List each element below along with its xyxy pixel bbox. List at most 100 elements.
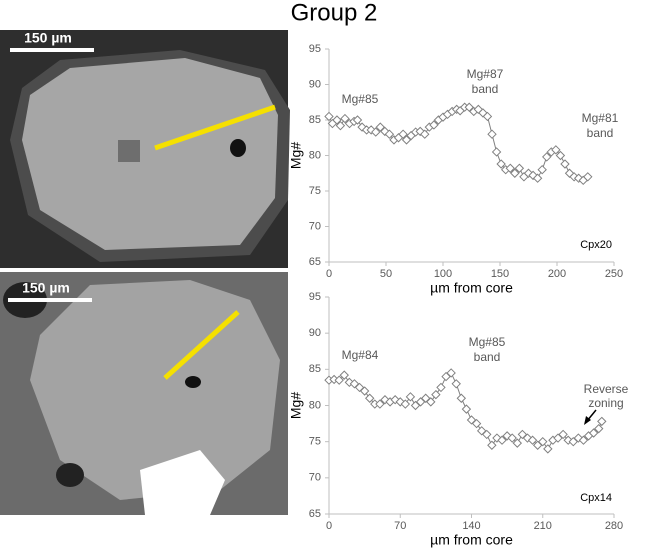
x-tick-label: 50 <box>380 268 392 280</box>
data-point <box>365 393 375 403</box>
data-point <box>446 368 456 378</box>
data-point <box>537 164 547 175</box>
data-point <box>431 389 441 400</box>
data-point <box>429 120 439 130</box>
data-point <box>594 423 604 434</box>
y-tick-label: 65 <box>309 508 321 520</box>
sem-image-2: 150 µm <box>0 272 288 515</box>
data-point <box>357 122 367 132</box>
data-point <box>482 429 492 440</box>
bright-grain <box>140 450 225 515</box>
data-point <box>340 113 350 124</box>
y-tick-label: 75 <box>309 436 321 448</box>
data-point <box>436 382 446 393</box>
data-point <box>512 438 523 448</box>
data-point <box>543 444 553 454</box>
data-point <box>496 159 506 169</box>
y-axis-title: Mg# <box>288 142 304 169</box>
annotation: band <box>587 126 614 140</box>
annotation: Mg#87 <box>467 67 504 81</box>
y-tick-label: 80 <box>309 149 321 161</box>
data-point <box>482 111 493 122</box>
inclusion <box>118 140 140 162</box>
data-point <box>401 135 412 145</box>
data-point <box>461 404 472 414</box>
data-point <box>555 150 566 161</box>
y-tick-label: 70 <box>309 220 321 232</box>
data-point <box>510 168 520 178</box>
crystal <box>30 280 280 500</box>
data-point <box>542 152 552 162</box>
data-point <box>471 418 482 429</box>
data-point <box>491 147 502 157</box>
data-point <box>324 111 334 122</box>
y-tick-label: 80 <box>309 399 321 411</box>
data-point <box>514 163 525 173</box>
data-point <box>505 163 515 173</box>
y-tick-label: 90 <box>309 327 321 339</box>
x-axis-title: µm from core <box>430 532 513 548</box>
data-line <box>328 106 589 181</box>
hole <box>185 376 201 388</box>
data-point <box>583 172 593 182</box>
sem-image-1: 150 µm <box>0 30 290 268</box>
data-point <box>560 159 570 169</box>
traverse <box>154 104 276 151</box>
data-point <box>558 429 568 440</box>
scale-bar <box>10 48 94 52</box>
data-point <box>352 115 363 125</box>
x-axis-title: µm from core <box>430 280 513 296</box>
y-tick-label: 95 <box>309 291 321 303</box>
data-point <box>334 375 344 385</box>
data-point <box>588 428 599 438</box>
data-point <box>332 115 342 125</box>
data-point <box>551 145 561 155</box>
data-point <box>451 379 461 389</box>
annotation: zoning <box>588 396 623 410</box>
y-tick-label: 90 <box>309 78 321 90</box>
x-tick-label: 200 <box>548 268 566 280</box>
x-tick-label: 0 <box>326 268 332 280</box>
data-point <box>384 129 395 139</box>
annotation: Mg#81 <box>582 111 619 125</box>
arrow-head <box>584 416 591 425</box>
chart-label: Cpx20 <box>580 239 612 251</box>
data-point <box>420 129 430 139</box>
y-tick-label: 75 <box>309 185 321 197</box>
chart-label: Cpx14 <box>580 492 612 504</box>
data-point <box>371 127 381 137</box>
data-point <box>339 370 349 380</box>
x-tick-label: 140 <box>462 520 480 532</box>
x-tick-label: 280 <box>605 520 623 532</box>
scale-label: 150 µm <box>22 280 70 296</box>
hole <box>56 463 84 487</box>
data-point <box>487 129 497 139</box>
data-point <box>456 393 467 403</box>
x-tick-label: 150 <box>491 268 509 280</box>
data-point <box>487 440 497 450</box>
scale-bar <box>8 298 92 302</box>
x-tick-label: 70 <box>394 520 406 532</box>
crystal <box>22 58 278 250</box>
y-tick-label: 85 <box>309 363 321 375</box>
data-point <box>398 129 408 139</box>
annotation: Reverse <box>584 382 629 396</box>
data-point <box>464 102 474 112</box>
data-point <box>405 392 416 402</box>
annotation: band <box>472 82 499 96</box>
scale-label: 150 µm <box>24 30 72 46</box>
data-point <box>497 435 507 445</box>
y-axis-title: Mg# <box>288 392 304 419</box>
data-point <box>527 435 538 445</box>
data-point <box>426 397 436 407</box>
annotation: band <box>474 350 501 364</box>
annotation: Mg#85 <box>342 92 379 106</box>
y-tick-label: 95 <box>309 43 321 55</box>
data-point <box>597 416 607 427</box>
data-point <box>375 122 386 132</box>
x-tick-label: 250 <box>605 268 623 280</box>
traverse <box>163 310 240 380</box>
data-point <box>507 433 517 443</box>
data-point <box>375 399 385 409</box>
